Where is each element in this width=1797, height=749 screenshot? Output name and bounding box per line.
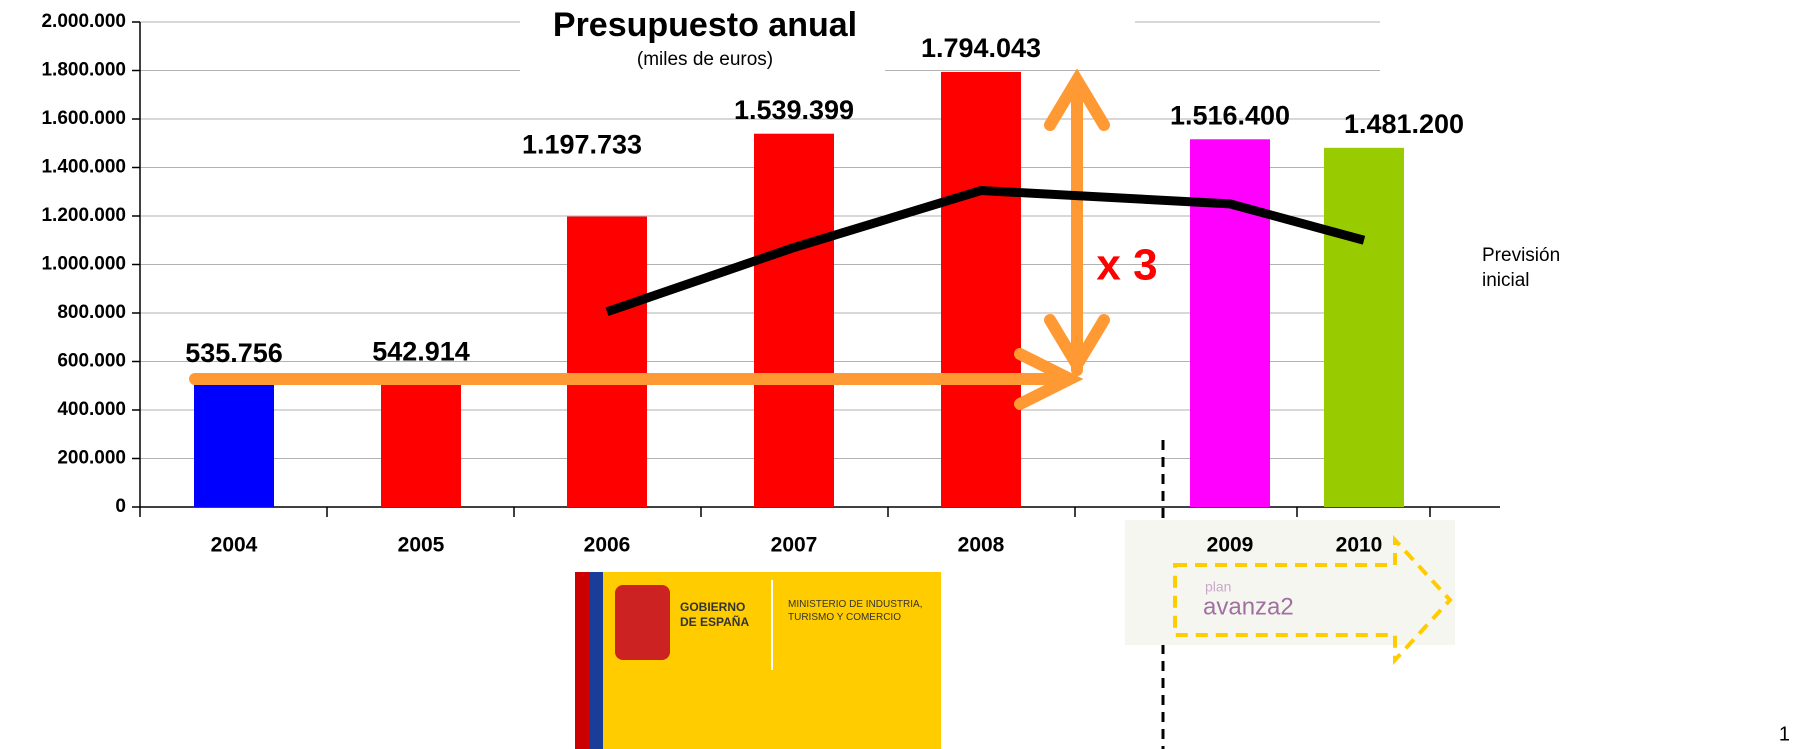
y-tick-label: 400.000 <box>57 399 126 420</box>
avanza-text: avanza2 <box>1203 593 1294 620</box>
x-tick-label: 2005 <box>398 534 445 557</box>
x-tick-label: 2008 <box>958 534 1005 557</box>
value-label: 1.516.400 <box>1170 100 1290 130</box>
chart-title: Presupuesto anual <box>553 6 857 44</box>
ministerio-box: MINISTERIO DE INDUSTRIA, TURISMO Y COMER… <box>788 599 923 623</box>
y-tick-label: 600.000 <box>57 351 126 372</box>
y-tick-label: 1.600.000 <box>41 108 126 129</box>
x-tick-label: 2009 <box>1207 534 1254 557</box>
coat-of-arms <box>615 585 670 660</box>
plot: 0 200.000 400.000 600.000 800.000 1.000.000 1.… <box>41 11 1500 517</box>
plan-arrow <box>1173 534 1453 666</box>
value-label: 535.756 <box>185 338 283 368</box>
x-tick-label: 2007 <box>771 534 818 557</box>
page-number: 1 <box>1779 723 1790 745</box>
y-tick-label: 800.000 <box>57 302 126 323</box>
bar <box>567 216 647 507</box>
title-backdrop <box>885 0 1135 30</box>
gobierno-text: GOBIERNO DE ESPAÑA <box>680 600 750 629</box>
ministerio-text: MINISTERIO DE INDUSTRIA, TURISMO Y COMER… <box>788 599 923 623</box>
x-tick-label: 2004 <box>211 534 258 557</box>
annotation: x 3 <box>1096 241 1157 290</box>
bar <box>1324 147 1404 507</box>
x-axis-ticks <box>139 507 1431 517</box>
value-label: 1.794.043 <box>921 33 1041 63</box>
y-tick-label: 1.000.000 <box>41 254 126 275</box>
value-label: 1.539.399 <box>734 95 854 125</box>
y-tick-label: 1.200.000 <box>41 205 126 226</box>
plan-text: plan <box>1205 579 1231 595</box>
chart-subtitle: (miles de euros) <box>637 49 773 70</box>
flag-stripe <box>575 572 589 749</box>
y-tick-label: 200.000 <box>57 448 126 469</box>
line-label-box: Previsión inicial <box>1482 245 1561 291</box>
line-label: Previsión inicial <box>1482 245 1561 291</box>
value-label: 1.197.733 <box>522 130 642 160</box>
bar <box>941 71 1021 507</box>
gobierno-box: GOBIERNO DE ESPAÑA <box>680 600 750 629</box>
y-tick-label: 1.800.000 <box>41 60 126 81</box>
bar <box>754 133 834 507</box>
title-backdrop <box>520 0 885 72</box>
bar <box>194 377 274 507</box>
x-tick-label: 2010 <box>1336 534 1383 557</box>
forecast-line <box>605 186 1366 317</box>
y-tick-label: 0 <box>115 496 126 517</box>
plan-logo-bg <box>1125 520 1455 645</box>
value-label: 542.914 <box>372 336 470 366</box>
bar <box>1190 139 1270 507</box>
bar <box>381 375 461 507</box>
y-tick-label: 2.000.000 <box>41 11 126 32</box>
y-tick-label: 1.400.000 <box>41 157 126 178</box>
x-tick-label: 2006 <box>584 534 631 557</box>
growth-arrows <box>189 68 1110 410</box>
value-label: 1.481.200 <box>1344 109 1464 139</box>
eu-stripe <box>589 572 603 749</box>
